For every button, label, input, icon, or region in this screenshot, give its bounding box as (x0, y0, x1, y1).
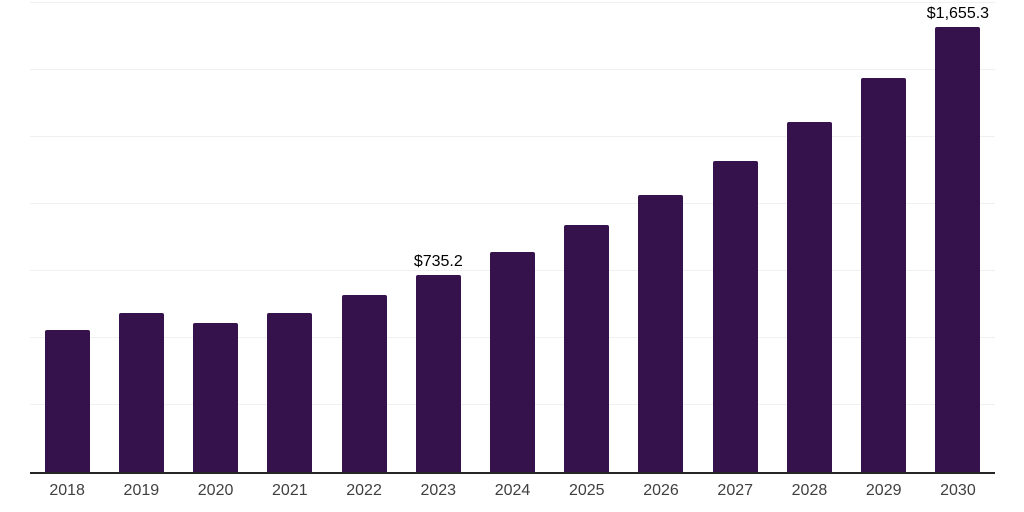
bar-2021 (267, 312, 313, 472)
bar-2030 (935, 27, 981, 472)
bar-slot-2021 (253, 2, 327, 472)
bar-2029 (861, 78, 907, 472)
plot-area: $735.2 $1,655.3 (30, 1, 995, 474)
bar-2018 (44, 329, 90, 472)
gridline-1250 (30, 135, 995, 137)
bar-slot-2020 (178, 2, 252, 472)
x-tick-2018: 2018 (49, 482, 85, 499)
bar-2026 (638, 194, 684, 472)
bar-2022 (341, 295, 387, 472)
bar-2025 (564, 224, 610, 472)
bar-slot-2025 (550, 2, 624, 472)
gridline-1750 (30, 1, 995, 3)
bar-slot-2028 (772, 2, 846, 472)
bar-slot-2030: $1,655.3 (921, 2, 995, 472)
x-tick-2024: 2024 (494, 482, 531, 499)
bar-slot-2019 (104, 2, 178, 472)
bar-2024 (490, 252, 536, 472)
x-axis-labels: 2018 2019 2020 2021 2022 2023 2024 2025 2026 2027… (30, 481, 995, 501)
x-tick-2026: 2026 (643, 482, 679, 499)
x-tick-2027: 2027 (717, 482, 754, 499)
x-tick-2028: 2028 (791, 482, 828, 499)
bar-slot-2024 (475, 2, 549, 472)
x-tick-2023: 2023 (420, 482, 457, 499)
bar-2027 (712, 161, 758, 472)
bar-slot-2018 (30, 2, 104, 472)
gridline-1000 (30, 202, 995, 204)
data-label-2030: $1,655.3 (926, 5, 990, 23)
gridline-1500 (30, 68, 995, 70)
x-tick-2025: 2025 (568, 482, 605, 499)
bar-slot-2023: $735.2 (401, 2, 475, 472)
bar-slot-2027 (698, 2, 772, 472)
x-tick-2020: 2020 (197, 482, 234, 499)
x-tick-2030: 2030 (940, 482, 976, 499)
data-label-2023: $735.2 (413, 252, 463, 270)
bar-2019 (118, 313, 164, 472)
x-tick-2022: 2022 (346, 482, 382, 499)
bar-slot-2026 (624, 2, 698, 472)
x-tick-2021: 2021 (272, 482, 308, 499)
bars: $735.2 $1,655.3 (30, 2, 995, 472)
x-tick-2019: 2019 (123, 482, 160, 499)
bar-2028 (786, 122, 832, 472)
bar-slot-2029 (847, 2, 921, 472)
x-tick-2029: 2029 (865, 482, 902, 499)
bar-2020 (193, 323, 239, 472)
bar-2023 (415, 274, 461, 472)
bar-slot-2022 (327, 2, 401, 472)
